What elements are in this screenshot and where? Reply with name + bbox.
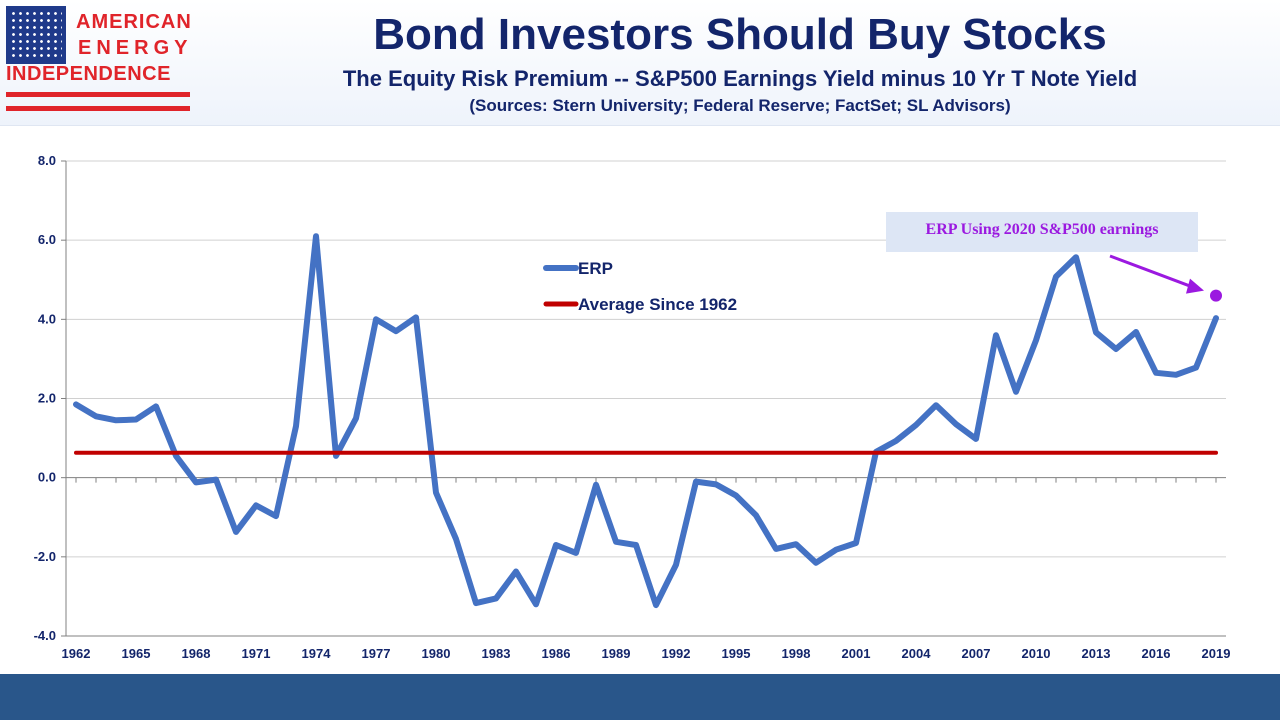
y-tick-label: 2.0: [38, 391, 56, 406]
x-tick-label: 1974: [302, 646, 332, 661]
legend-label: ERP: [578, 259, 613, 278]
logo-stripe: [6, 92, 190, 97]
callout-arrow: [1109, 254, 1195, 289]
x-tick-label: 2019: [1202, 646, 1231, 661]
y-tick-label: 4.0: [38, 311, 56, 326]
logo-line-3: INDEPENDENCE: [6, 63, 171, 85]
x-tick-label: 2004: [902, 646, 932, 661]
x-tick-label: 2001: [842, 646, 871, 661]
legend-label: Average Since 1962: [578, 295, 737, 314]
x-tick-label: 1962: [62, 646, 91, 661]
callout-arrowhead: [1186, 278, 1204, 294]
x-tick-label: 1965: [122, 646, 151, 661]
logo-line-2: ENERGY: [78, 37, 193, 59]
x-tick-label: 1986: [542, 646, 571, 661]
callout-label: ERP Using 2020 S&P500 earnings: [926, 221, 1159, 238]
x-tick-label: 2010: [1022, 646, 1051, 661]
x-tick-label: 1992: [662, 646, 691, 661]
x-tick-label: 1968: [182, 646, 211, 661]
x-tick-label: 1980: [422, 646, 451, 661]
y-tick-label: 6.0: [38, 232, 56, 247]
x-tick-label: 1989: [602, 646, 631, 661]
flag-icon: [6, 6, 66, 64]
logo: AMERICAN ENERGY INDEPENDENCE: [6, 6, 194, 120]
header: AMERICAN ENERGY INDEPENDENCE Bond Invest…: [0, 0, 1280, 126]
y-tick-label: 8.0: [38, 153, 56, 168]
logo-line-1: AMERICAN: [76, 11, 192, 33]
erp-line-chart: 8.0 6.0 4.0 2.0 0.0 -2.0 -4.0 1962 1965 1968 1971 1…: [34, 153, 1231, 661]
callout-box: [886, 212, 1198, 252]
page-subtitle: The Equity Risk Premium -- S&P500 Earnin…: [342, 66, 1138, 91]
x-tick-label: 1983: [482, 646, 511, 661]
y-tick-label: 0.0: [38, 470, 56, 485]
erp-line: [73, 233, 1219, 609]
x-tick-label: 1977: [362, 646, 391, 661]
x-tick-label: 2016: [1142, 646, 1171, 661]
y-tick-label: -4.0: [34, 628, 56, 643]
page-title: Bond Investors Should Buy Stocks: [373, 10, 1107, 59]
logo-stripe: [6, 106, 190, 111]
x-tick-label: 1971: [242, 646, 271, 661]
x-tick-label: 2013: [1082, 646, 1111, 661]
x-tick-label: 2007: [962, 646, 991, 661]
sources-note: (Sources: Stern University; Federal Rese…: [469, 96, 1011, 115]
callout-point: [1210, 289, 1222, 302]
footer-bar: [0, 674, 1280, 720]
x-tick-label: 1998: [782, 646, 811, 661]
x-tick-label: 1995: [722, 646, 751, 661]
y-tick-label: -2.0: [34, 549, 56, 564]
